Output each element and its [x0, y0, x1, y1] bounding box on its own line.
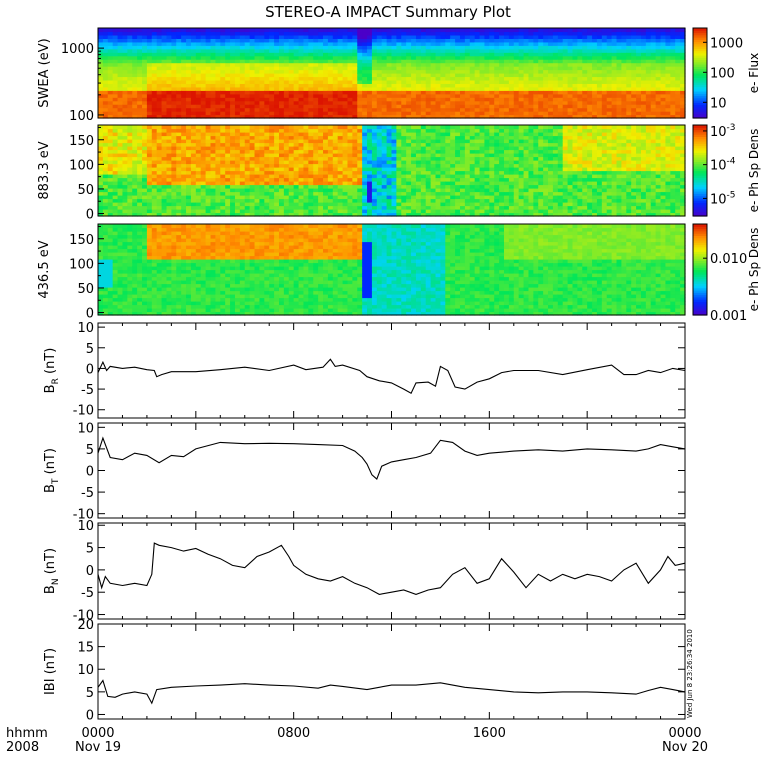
x-tick-label: 0000 — [81, 726, 114, 741]
colorbar-tick-label: 0.010 — [710, 252, 747, 267]
x-corner-label-hhmm: hhmm — [6, 726, 48, 741]
colorbar-label: e- Flux — [747, 53, 761, 93]
ylabel-tail: (nT) — [43, 548, 58, 578]
y-tick-label: 100 — [69, 158, 94, 173]
ylabel-main: B — [43, 384, 58, 393]
y-tick-label: 50 — [77, 183, 94, 198]
line-panel-ylabel: IBI (nT) — [43, 648, 58, 695]
y-tick-label: 5 — [86, 443, 94, 458]
colorbar-tick-label: 10-4 — [710, 157, 736, 174]
line-panel-4: 20 15 10 5 0 IBI (nT) — [43, 618, 686, 723]
y-tick-label: 100 — [69, 257, 94, 272]
y-tick-label: 0 — [86, 362, 94, 377]
x-tick-label: 0000 — [668, 726, 701, 741]
y-tick-label: -5 — [81, 383, 94, 398]
y-tick-label: 5 — [86, 686, 94, 701]
line-panel-ylabel: BN (nT) — [43, 548, 61, 594]
spectrogram-ylabel: 436.5 eV — [37, 240, 52, 298]
colorbar-tick-label: 0.001 — [710, 309, 747, 324]
colorbar-2: 10-3 10-4 10-5 e- Ph Sp Dens — [692, 123, 761, 217]
spectrogram-1: 1000 100 SWEA (eV) — [37, 27, 686, 124]
colorbar-label: e- Ph Sp Dens — [747, 129, 761, 213]
x-tick-label: 0800 — [277, 726, 310, 741]
y-tick-label: 10 — [77, 519, 94, 534]
ylabel-main: IBI — [43, 678, 58, 695]
y-tick-label: 15 — [77, 641, 94, 656]
chart-title: STEREO-A IMPACT Summary Plot — [265, 3, 511, 21]
ylabel-tail: (nT) — [43, 648, 58, 678]
y-tick-label: 0 — [86, 465, 94, 480]
ylabel-main: B — [43, 585, 58, 594]
colorbar-label: e- Ph Sp Dens — [747, 228, 761, 312]
line-panel-ylabel: BR (nT) — [43, 348, 61, 394]
line-panel-2: 10 5 0 -5 -10 BT (nT) — [43, 421, 686, 523]
y-tick-label: 5 — [86, 542, 94, 557]
ylabel-sub: N — [51, 578, 61, 585]
y-tick-label: 150 — [69, 134, 94, 149]
y-tick-label: 0 — [86, 564, 94, 579]
y-tick-label: 5 — [86, 342, 94, 357]
y-tick-label: -10 — [73, 508, 94, 523]
y-tick-label: 10 — [77, 321, 94, 336]
x-tick-label: 1600 — [473, 726, 506, 741]
line-panel-3: 10 5 0 -5 -10 BN (nT) — [43, 519, 686, 624]
y-tick-label: -10 — [73, 609, 94, 624]
colorbar-tick-label: 10 — [710, 96, 727, 111]
y-tick-label: 0 — [86, 708, 94, 723]
x-corner-label-year: 2008 — [6, 740, 39, 755]
series-line — [97, 542, 686, 595]
series-line — [97, 358, 686, 394]
x-tick-date: Nov 19 — [75, 740, 121, 755]
y-tick-label: 10 — [77, 663, 94, 678]
y-tick-label: -10 — [73, 404, 94, 419]
colorbar-tick-label: 1000 — [710, 36, 743, 51]
y-tick-label: 100 — [69, 109, 94, 124]
y-tick-label: -5 — [81, 486, 94, 501]
line-panel-ylabel: BT (nT) — [43, 448, 61, 493]
y-tick-label: 50 — [77, 282, 94, 297]
colorbar-1: 1000 100 10 e- Flux — [692, 27, 761, 119]
y-tick-label: -5 — [81, 586, 94, 601]
ylabel-main: B — [43, 484, 58, 493]
ylabel-tail: (nT) — [43, 448, 58, 478]
spectrogram-ylabel: SWEA (eV) — [37, 38, 52, 107]
y-tick-label: 150 — [69, 233, 94, 248]
spectrogram-ylabel: 883.3 eV — [37, 141, 52, 199]
spectrogram-2: 150 100 50 0 883.3 eV — [37, 124, 686, 223]
line-panel-1: 10 5 0 -5 -10 BR (nT) — [43, 321, 686, 419]
colorbar-tick-label: 10-3 — [710, 123, 736, 140]
ylabel-tail: (nT) — [43, 348, 58, 378]
ylabel-sub: T — [51, 478, 61, 485]
series-line — [97, 679, 686, 705]
y-tick-label: 0 — [86, 307, 94, 322]
y-tick-label: 10 — [77, 421, 94, 436]
plot-timestamp: Wed Jun 8 23:26:34 2010 — [686, 629, 694, 718]
y-tick-label: 20 — [77, 618, 94, 633]
colorbar-tick-label: 100 — [710, 66, 735, 81]
y-tick-label: 0 — [86, 208, 94, 223]
series-line — [97, 436, 686, 481]
spectrogram-3: 150 100 50 0 436.5 eV — [37, 223, 686, 322]
y-tick-label: 1000 — [61, 42, 94, 57]
x-tick-date: Nov 20 — [662, 740, 708, 755]
colorbar-tick-label: 10-5 — [710, 190, 736, 207]
ylabel-sub: R — [51, 378, 61, 384]
